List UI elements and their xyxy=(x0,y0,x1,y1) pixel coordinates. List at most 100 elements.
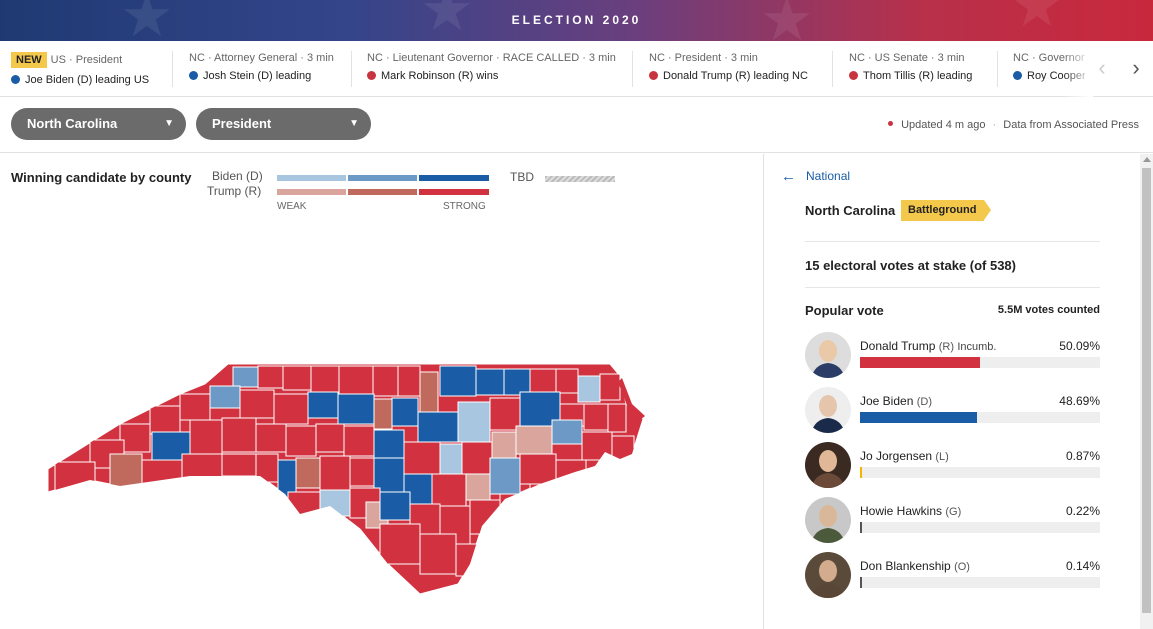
county-region[interactable] xyxy=(618,378,645,420)
ticker-prev-icon[interactable]: ‹ xyxy=(1098,55,1106,80)
county-region[interactable] xyxy=(391,397,419,427)
candidate-row: Donald Trump (R) Incumb. 50.09% xyxy=(805,332,1100,380)
county-region[interactable] xyxy=(585,459,613,481)
back-to-national-link[interactable]: ← National xyxy=(781,168,850,185)
county-region[interactable] xyxy=(607,403,627,433)
legend-strong: STRONG xyxy=(443,201,486,212)
vote-share-bar xyxy=(860,522,862,533)
county-region[interactable] xyxy=(189,419,223,455)
county-region[interactable] xyxy=(455,543,479,577)
county-region[interactable] xyxy=(221,453,257,477)
chevron-down-icon: ▼ xyxy=(164,118,174,129)
county-region[interactable] xyxy=(577,375,601,403)
county-region[interactable] xyxy=(257,365,284,389)
county-region[interactable] xyxy=(373,457,405,493)
county-region[interactable] xyxy=(431,473,467,507)
star-decoration-icon: ★ xyxy=(760,0,814,41)
county-region[interactable] xyxy=(181,453,223,479)
county-region[interactable] xyxy=(465,473,491,501)
county-region[interactable] xyxy=(419,371,439,413)
county-region[interactable] xyxy=(551,419,583,445)
county-region[interactable] xyxy=(475,368,505,396)
ticker-divider xyxy=(172,51,173,87)
county-region[interactable] xyxy=(109,453,143,489)
county-region[interactable] xyxy=(519,453,557,485)
county-region[interactable] xyxy=(307,391,339,419)
county-region[interactable] xyxy=(119,423,151,453)
county-region[interactable] xyxy=(599,373,621,401)
county-region[interactable] xyxy=(315,423,345,453)
county-region[interactable] xyxy=(337,393,375,425)
ticker-item[interactable]: NC · President · 3 min Donald Trump (R) … xyxy=(649,41,808,97)
county-region[interactable] xyxy=(461,441,493,475)
map-panel: Winning candidate by county Biden (D) Tr… xyxy=(0,154,764,629)
ticker-next-icon[interactable]: › xyxy=(1132,55,1140,80)
ticker-item[interactable]: NEW US · President Joe Biden (D) leading … xyxy=(11,41,149,97)
county-region[interactable] xyxy=(232,366,259,388)
ticker-item[interactable]: NC · US Senate · 3 min Thom Tillis (R) l… xyxy=(849,41,972,97)
county-region[interactable] xyxy=(141,459,183,489)
county-region[interactable] xyxy=(179,393,211,421)
arrow-left-icon: ← xyxy=(781,168,796,185)
county-region[interactable] xyxy=(439,365,477,397)
ticker-item[interactable]: NC · Lieutenant Governor · RACE CALLED ·… xyxy=(367,41,616,97)
county-region[interactable] xyxy=(54,461,96,491)
county-region[interactable] xyxy=(379,491,411,521)
county-region[interactable] xyxy=(255,453,279,483)
county-region[interactable] xyxy=(221,417,257,453)
county-region[interactable] xyxy=(515,425,553,455)
county-region[interactable] xyxy=(439,443,463,475)
ticker-meta: US · President xyxy=(50,54,123,66)
county-region[interactable] xyxy=(255,423,287,453)
county-region[interactable] xyxy=(349,457,375,487)
county-region[interactable] xyxy=(310,365,340,393)
county-region[interactable] xyxy=(489,397,521,431)
state-select[interactable]: North Carolina ▼ xyxy=(11,108,186,140)
county-region[interactable] xyxy=(397,365,421,397)
county-region[interactable] xyxy=(285,425,317,457)
county-region[interactable] xyxy=(491,431,517,459)
county-region[interactable] xyxy=(282,365,312,391)
divider xyxy=(805,287,1100,288)
county-region[interactable] xyxy=(379,523,421,565)
legend-trump-weak xyxy=(277,189,346,195)
county-region[interactable] xyxy=(529,483,561,511)
ticker-item[interactable]: NC · Attorney General · 3 min Josh Stein… xyxy=(189,41,334,97)
democrat-dot-icon xyxy=(11,75,20,84)
county-region[interactable] xyxy=(295,457,321,489)
county-region[interactable] xyxy=(209,385,241,409)
county-region[interactable] xyxy=(419,533,457,575)
scroll-up-icon[interactable] xyxy=(1143,157,1151,162)
county-region[interactable] xyxy=(417,411,459,443)
county-region[interactable] xyxy=(489,457,521,495)
county-region[interactable] xyxy=(611,435,635,461)
county-region[interactable] xyxy=(319,455,351,491)
county-region[interactable] xyxy=(457,401,491,443)
vote-share-bar xyxy=(860,577,862,588)
county-region[interactable] xyxy=(149,405,181,435)
race-select[interactable]: President ▼ xyxy=(196,108,371,140)
county-region[interactable] xyxy=(403,441,441,475)
county-region[interactable] xyxy=(239,389,275,419)
county-region[interactable] xyxy=(343,425,375,457)
county-region[interactable] xyxy=(373,398,393,430)
county-region[interactable] xyxy=(499,493,531,525)
county-region[interactable] xyxy=(319,489,351,517)
county-region[interactable] xyxy=(469,499,501,535)
county-region[interactable] xyxy=(529,368,557,394)
county-region[interactable] xyxy=(503,368,531,396)
legend-biden-mid xyxy=(348,175,417,181)
scrollbar[interactable] xyxy=(1140,154,1153,629)
county-region[interactable] xyxy=(477,553,495,579)
county-region[interactable] xyxy=(581,431,613,461)
county-region[interactable] xyxy=(338,365,374,395)
county-region[interactable] xyxy=(273,393,309,425)
county-region[interactable] xyxy=(372,365,399,397)
county-region[interactable] xyxy=(373,429,405,459)
county-region[interactable] xyxy=(583,403,609,431)
county-region[interactable] xyxy=(555,368,579,394)
county-region[interactable] xyxy=(287,491,321,523)
county-map[interactable] xyxy=(0,154,764,629)
scrollbar-thumb[interactable] xyxy=(1142,168,1151,613)
legend-trump-mid xyxy=(348,189,417,195)
